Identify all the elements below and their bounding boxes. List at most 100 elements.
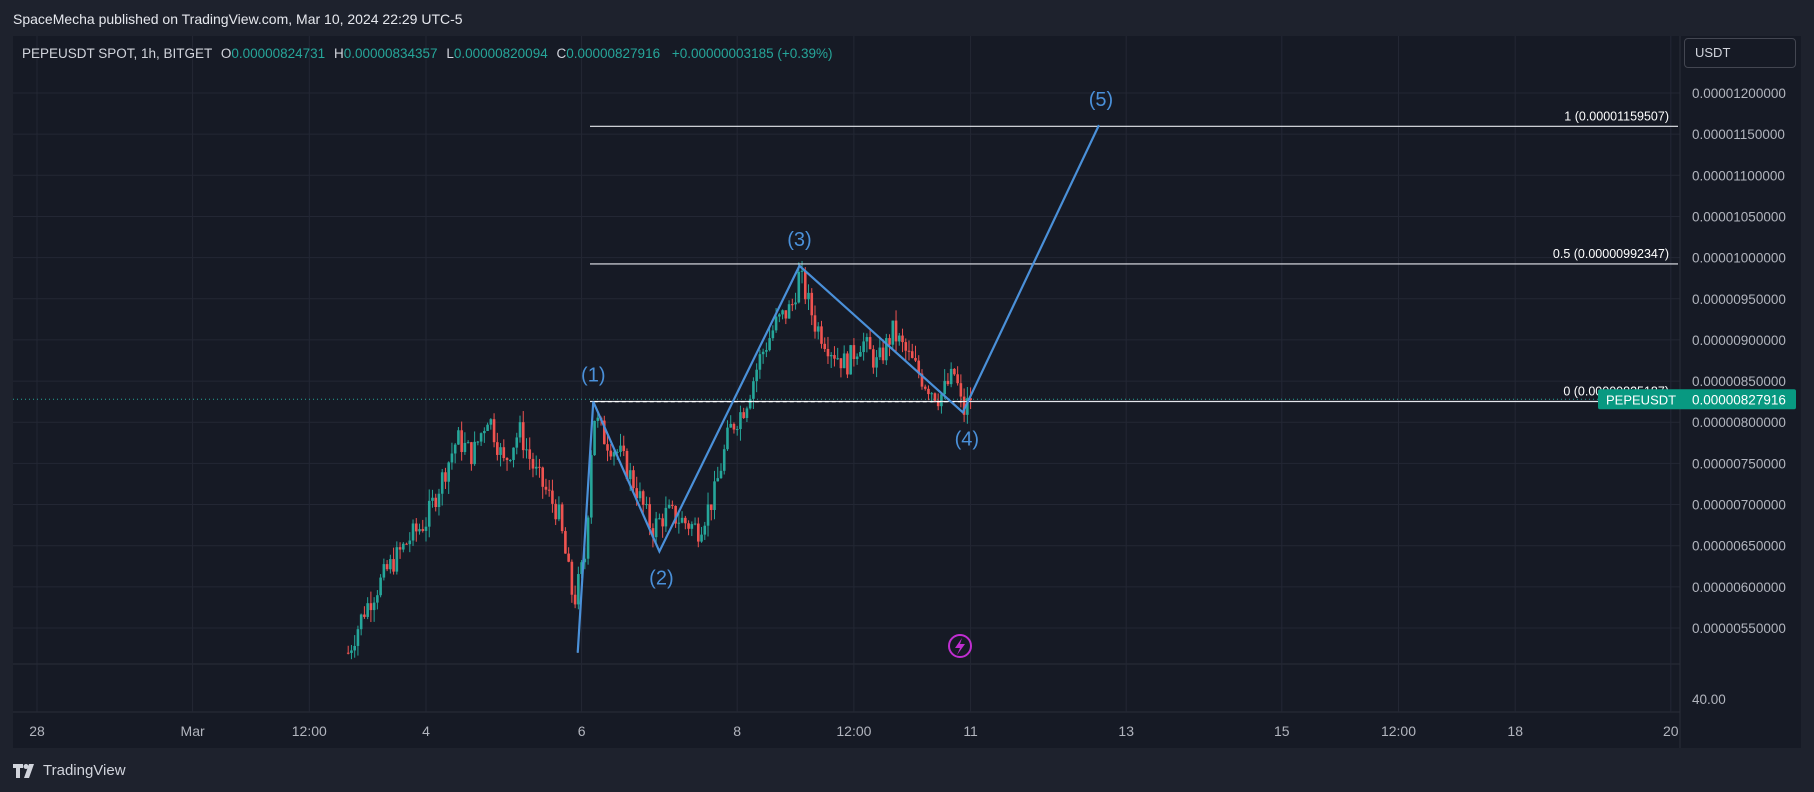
candle-body [826, 349, 830, 357]
candle-body [515, 437, 519, 448]
candle-body [583, 558, 587, 563]
candle-body [427, 500, 431, 527]
candle-body [774, 316, 778, 331]
time-tick-label: Mar [181, 723, 205, 739]
candle-body [460, 430, 463, 453]
price-tick-label: 0.00000900000 [1692, 333, 1786, 348]
candle-body [350, 650, 353, 653]
candle-body [499, 447, 502, 455]
candle-body [813, 315, 817, 332]
candle-body [881, 347, 885, 361]
candle-body [619, 445, 622, 452]
candle-body [402, 543, 405, 550]
candle-body [447, 462, 450, 482]
candle-body [703, 525, 707, 535]
candle-body [586, 517, 590, 559]
candle-body [962, 396, 966, 415]
candle-body [551, 490, 554, 504]
candle-body [888, 338, 891, 345]
fib-level-label: 1 (0.00001159507) [1564, 109, 1669, 123]
candle-body [852, 345, 856, 360]
price-tick-label: 0.00001150000 [1692, 127, 1785, 142]
event-icon-bolt [955, 638, 965, 655]
candle-body [803, 270, 807, 300]
candle-body [787, 304, 791, 319]
candle-body [936, 400, 940, 407]
candle-body [638, 491, 642, 499]
candle-body [700, 534, 703, 542]
candle-body [557, 504, 561, 520]
brand-name: TradingView [43, 762, 126, 779]
candle-body [376, 595, 379, 603]
candle-body [677, 522, 681, 524]
time-tick-label: 15 [1274, 723, 1290, 739]
candle-body [716, 478, 720, 482]
candle-body [791, 304, 794, 306]
candle-body [512, 447, 515, 460]
price-tick-label: 0.00000650000 [1692, 539, 1786, 554]
candle-body [885, 338, 888, 361]
candle-body [709, 504, 713, 511]
candle-body [625, 451, 629, 480]
close-key: C [556, 46, 567, 61]
candle-body [923, 386, 927, 389]
candle-body [450, 453, 454, 463]
candle-body [538, 466, 541, 468]
candle-body [917, 360, 921, 374]
tradingview-brand[interactable]: TradingView [13, 762, 126, 779]
candle-body [868, 337, 872, 350]
chart-area[interactable] [13, 36, 1801, 748]
candle-body [894, 320, 898, 342]
candle-body [752, 381, 755, 399]
candle-body [641, 491, 645, 505]
dashed-trend-line[interactable] [577, 401, 963, 653]
candle-body [645, 504, 648, 506]
candle-body [502, 447, 506, 459]
time-tick-label: 6 [578, 723, 586, 739]
candle-body [816, 326, 820, 332]
candle-body [771, 330, 775, 339]
candle-body [492, 419, 496, 443]
candle-body [577, 574, 580, 605]
candle-body [573, 594, 577, 605]
candle-body [648, 504, 651, 529]
candle-body [859, 352, 862, 357]
candle-body [726, 427, 729, 450]
candle-body [567, 553, 570, 562]
time-tick-label: 28 [29, 723, 45, 739]
candle-body [505, 458, 509, 460]
candle-body [930, 393, 933, 395]
candle-body [622, 445, 626, 452]
symbol-label[interactable]: PEPEUSDT SPOT, 1h, BITGET [22, 46, 213, 61]
candle-body [366, 603, 369, 617]
candle-body [632, 470, 635, 489]
high-value: 0.00000834357 [343, 46, 438, 61]
tradingview-logo-icon [13, 763, 34, 778]
time-tick-label: 12:00 [1381, 723, 1416, 739]
candle-body [363, 614, 366, 617]
candle-body [768, 338, 771, 351]
elliott-wave-line[interactable] [576, 124, 1100, 653]
change-value: +0.00000003185 (+0.39%) [671, 46, 833, 61]
candle-body [564, 531, 567, 554]
event-lightning-icon[interactable] [948, 634, 972, 658]
candle-body [346, 652, 350, 654]
wave-label: (5) [1089, 89, 1113, 111]
candle-body [755, 369, 758, 382]
open-value: 0.00000824731 [231, 46, 326, 61]
currency-selector[interactable]: USDT [1684, 38, 1796, 68]
candle-body [518, 422, 522, 438]
candle-body [742, 412, 745, 418]
price-tick-label: 0.00001100000 [1692, 168, 1785, 183]
candle-body [411, 523, 415, 541]
candle-body [690, 524, 694, 529]
candle-body [875, 357, 878, 368]
candle-body [722, 449, 726, 471]
candle-body [927, 388, 930, 395]
candle-body [667, 504, 671, 508]
candle-body [612, 452, 616, 457]
candle-body [697, 523, 700, 542]
candle-body [761, 351, 765, 355]
candle-body [453, 444, 457, 454]
